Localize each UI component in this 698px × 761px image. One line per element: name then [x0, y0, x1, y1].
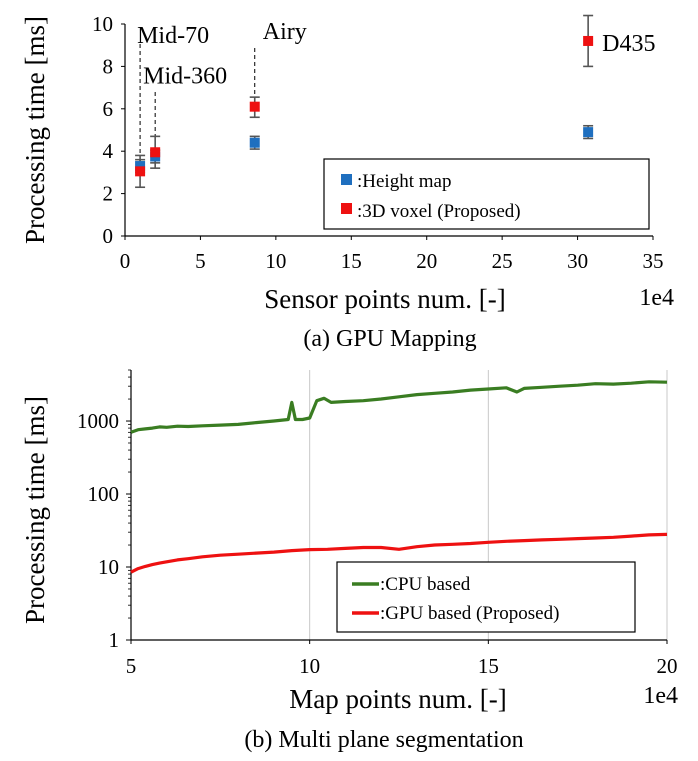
chart-a-x-tick-label-25: 25: [492, 249, 513, 273]
chart-b-legend: :CPU based :GPU based (Proposed): [336, 561, 636, 633]
chart-a-legend-swatch-3d-voxel: [341, 203, 352, 214]
chart-b-y-tick-label-1: 1: [109, 628, 120, 652]
chart-b-minor-ticks: [128, 369, 131, 619]
chart-b: 5 10 15 20 1 10 100 1000 :CPU based :GPU based…: [20, 369, 678, 753]
chart-a-y-tick-label-8: 8: [103, 54, 114, 78]
chart-b-caption: (b) Multi plane segmentation: [244, 727, 523, 753]
chart-a-annotation-mid-360: Mid-360: [143, 63, 227, 89]
chart-b-y-tick-label-100: 100: [88, 482, 120, 506]
chart-a-legend-label-3d-voxel: :3D voxel (Proposed): [357, 201, 521, 222]
chart-b-x-tick-label-5: 5: [126, 654, 137, 678]
chart-a-legend-swatch-height-map: [341, 174, 352, 185]
chart-a-height-map-point-2: [249, 137, 260, 148]
chart-b-y-ticks: 1 10 100 1000: [77, 409, 131, 652]
chart-a-x-tick-label-0: 0: [120, 249, 131, 273]
chart-a-x-tick-label-20: 20: [416, 249, 437, 273]
chart-a-x-tick-label-15: 15: [341, 249, 362, 273]
chart-b-y-axis-title: Processing time [ms]: [20, 396, 50, 624]
chart-a-3d-voxel-point-1: [150, 147, 161, 158]
chart-b-legend-label-gpu: :GPU based (Proposed): [380, 603, 559, 624]
chart-a-y-tick-label-0: 0: [103, 224, 114, 248]
chart-b-x-exponent: 1e4: [643, 683, 678, 709]
chart-a: 0 5 10 15 20 25 30 35 0 2 4 6 8 10 Mid-70 Mid-360 Airy…: [20, 12, 674, 352]
chart-b-series-line-gpu: [130, 532, 668, 574]
chart-a-height-map-point-3: [583, 127, 594, 138]
chart-a-annotation-d435: D435: [602, 31, 655, 57]
chart-b-legend-label-cpu: :CPU based: [380, 574, 471, 595]
chart-a-3d-voxel-point-0: [135, 166, 146, 177]
chart-a-legend: :Height map :3D voxel (Proposed): [323, 158, 650, 230]
chart-b-x-axis-title: Map points num. [-]: [289, 684, 506, 714]
chart-b-x-tick-label-10: 10: [299, 654, 320, 678]
chart-a-x-exponent: 1e4: [639, 285, 674, 311]
chart-b-x-ticks: 5 10 15 20: [126, 640, 678, 678]
chart-a-annotation-mid-70: Mid-70: [137, 23, 209, 49]
chart-a-x-tick-label-10: 10: [265, 249, 286, 273]
chart-a-x-tick-label-30: 30: [567, 249, 588, 273]
chart-a-3d-voxel-point-3: [583, 35, 594, 46]
chart-a-y-tick-label-2: 2: [103, 182, 114, 206]
chart-b-legend-box: [336, 561, 636, 633]
chart-a-x-axis-title: Sensor points num. [-]: [264, 284, 505, 314]
chart-b-x-tick-label-15: 15: [478, 654, 499, 678]
chart-a-height-map-point-0: [135, 161, 146, 172]
chart-a-x-tick-label-5: 5: [195, 249, 206, 273]
chart-b-marks: [130, 380, 668, 574]
chart-a-y-tick-label-10: 10: [92, 12, 113, 36]
chart-a-y-tick-label-6: 6: [103, 97, 114, 121]
chart-a-annotation-airy: Airy: [263, 19, 307, 45]
chart-a-y-axis-title: Processing time [ms]: [20, 16, 50, 244]
chart-a-legend-box: [323, 158, 650, 230]
chart-b-y-tick-label-1000: 1000: [77, 409, 119, 433]
chart-a-3d-voxel-point-2: [249, 101, 260, 112]
chart-a-legend-label-height-map: :Height map: [357, 171, 451, 192]
chart-a-annotations: Mid-70 Mid-360 Airy D435: [137, 19, 655, 155]
chart-a-x-ticks: 0 5 10 15 20 25 30 35: [120, 236, 664, 273]
chart-a-y-tick-label-4: 4: [103, 139, 114, 163]
chart-a-y-ticks: 0 2 4 6 8 10: [92, 12, 125, 248]
chart-b-series-line-cpu: [130, 380, 668, 434]
chart-b-y-tick-label-10: 10: [98, 555, 119, 579]
chart-a-x-tick-label-35: 35: [643, 249, 664, 273]
chart-b-x-tick-label-20: 20: [657, 654, 678, 678]
chart-a-marks: [135, 14, 594, 189]
chart-a-caption: (a) GPU Mapping: [303, 326, 476, 352]
